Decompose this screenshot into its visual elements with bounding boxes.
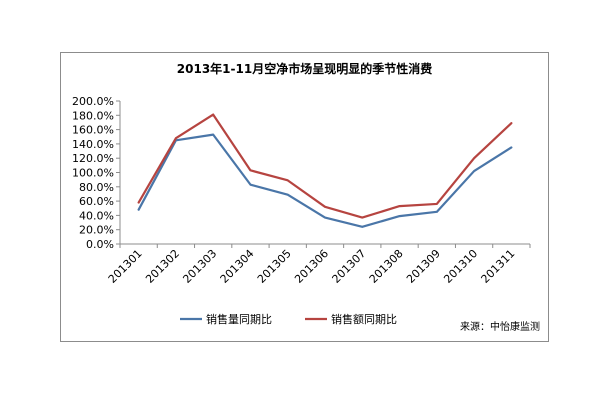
x-tick-label: 201301 [106, 247, 145, 286]
x-tick-label: 201307 [330, 247, 369, 286]
y-tick-label: 140.0% [72, 138, 114, 151]
legend-label-1: 销售量同期比 [206, 312, 272, 326]
y-axis-tick-labels: 200.0%180.0% 160.0%140.0%120.0% 100.0%80.0… [72, 95, 114, 251]
series-lines [137, 113, 513, 228]
y-tick-label: 40.0% [79, 209, 114, 222]
y-tick-label: 0.0% [86, 238, 114, 251]
x-tick-label: 201311 [479, 247, 518, 286]
y-tick-label: 160.0% [72, 124, 114, 137]
chart-title: 2013年1-11月空净市场呈现明显的季节性消费 [176, 62, 433, 76]
x-tick-label: 201309 [404, 247, 443, 286]
axes [116, 100, 531, 248]
x-tick-label: 201310 [441, 247, 480, 286]
series-line-1 [137, 133, 513, 228]
x-tick-label: 201305 [255, 247, 294, 286]
legend: 销售量同期比 销售额同期比 [180, 312, 397, 326]
y-tick-label: 100.0% [72, 167, 114, 180]
y-tick-label: 200.0% [72, 95, 114, 108]
x-tick-label: 201302 [143, 247, 182, 286]
legend-label-2: 销售额同期比 [331, 312, 397, 326]
y-tick-label: 60.0% [79, 195, 114, 208]
y-tick-label: 120.0% [72, 152, 114, 165]
series-line-2 [137, 113, 513, 219]
x-axis-tick-labels: 2013012013022013032013042013052013062013… [106, 247, 518, 286]
x-tick-label: 201308 [367, 247, 406, 286]
source-note: 来源：中怡康监测 [460, 320, 540, 333]
x-tick-label: 201306 [292, 247, 331, 286]
y-tick-label: 180.0% [72, 109, 114, 122]
y-tick-label: 80.0% [79, 181, 114, 194]
y-tick-label: 20.0% [79, 224, 114, 237]
x-tick-label: 201303 [180, 247, 219, 286]
x-tick-label: 201304 [218, 247, 257, 286]
